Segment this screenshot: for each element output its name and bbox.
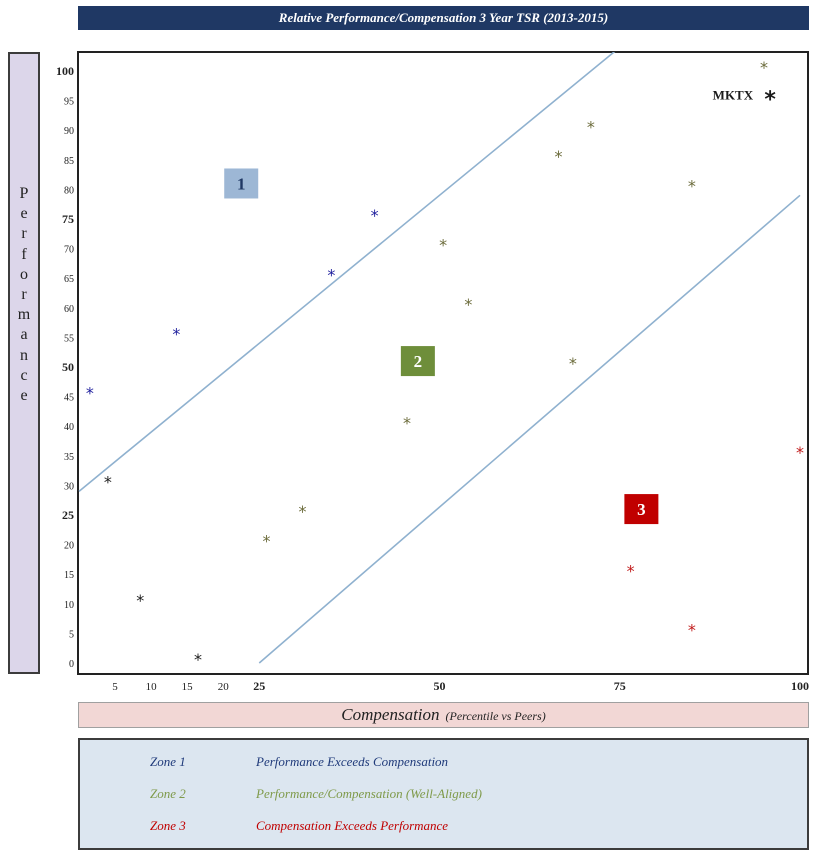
y-tick-label: 90 [64, 126, 74, 137]
data-point: * [439, 236, 447, 255]
data-point: * [688, 620, 696, 639]
chart-title: Relative Performance/Compensation 3 Year… [78, 6, 809, 30]
x-tick-label: 100 [791, 679, 809, 693]
y-tick-label: 85 [64, 156, 74, 167]
y-axis-label-letter: r [21, 285, 27, 303]
data-point: * [796, 443, 804, 462]
y-tick-label: 5 [69, 629, 74, 640]
data-point: * [688, 176, 696, 195]
scatter-plot: 0510152025303540455055606570758085909510… [56, 51, 809, 693]
data-point: * [569, 354, 577, 373]
data-point: * [464, 295, 472, 314]
data-point: * [627, 561, 635, 580]
legend-zone-description: Performance Exceeds Compensation [256, 754, 449, 769]
x-tick-label: 5 [112, 681, 118, 693]
data-point: * [172, 324, 180, 343]
data-point: * [587, 117, 595, 136]
legend-row-zone-2: Zone 2 Performance/Compensation (Well-Ali… [150, 786, 482, 802]
data-point: * [371, 206, 379, 225]
y-tick-label: 60 [64, 304, 74, 315]
x-tick-label: 75 [614, 679, 626, 693]
y-tick-label: 35 [64, 452, 74, 463]
y-tick-label: 55 [64, 333, 74, 344]
y-tick-label: 15 [64, 570, 74, 581]
zone-legend: Zone 1 Performance Exceeds Compensation Z… [78, 738, 809, 850]
data-point: * [86, 384, 94, 403]
y-axis-label-letter: e [20, 205, 28, 223]
y-tick-label: 70 [64, 245, 74, 256]
legend-zone-label: Zone 1 [150, 754, 186, 769]
y-axis-label-letter: c [20, 366, 28, 384]
x-tick-label: 15 [182, 681, 194, 693]
zone-marker-box [400, 346, 435, 377]
annotation-label: MKTX [713, 88, 754, 103]
data-point: * [403, 413, 411, 432]
zone-boundary-line-1 [78, 52, 616, 492]
y-tick-label: 10 [64, 600, 74, 611]
y-tick-label: 65 [64, 274, 74, 285]
zone-marker-label: 3 [637, 500, 646, 519]
data-point: * [262, 532, 270, 551]
y-tick-label: 75 [62, 212, 74, 226]
data-point: * [327, 265, 335, 284]
zone-marker-label: 2 [414, 352, 423, 371]
y-axis-label-letter: P [19, 185, 29, 202]
plot-frame [77, 51, 809, 675]
data-point: * [760, 58, 768, 77]
data-point: * [136, 591, 144, 610]
x-axis-label-box: Compensation (Percentile vs Peers) [78, 702, 809, 728]
y-axis-label-letter: e [20, 386, 28, 404]
y-axis-label-letter: f [21, 245, 27, 263]
x-tick-label: 10 [146, 681, 158, 693]
y-tick-label: 50 [62, 360, 74, 374]
y-axis-label-letter: m [17, 306, 31, 324]
legend-zone-label: Zone 3 [150, 818, 186, 833]
x-tick-label: 20 [218, 681, 230, 693]
y-tick-label: 20 [64, 541, 74, 552]
zone-marker-label: 1 [237, 174, 246, 193]
legend-zone-description: Compensation Exceeds Performance [256, 818, 449, 833]
zone-marker-box [224, 168, 259, 199]
x-axis-label: Compensation [341, 705, 440, 724]
x-tick-label: 50 [434, 679, 446, 693]
legend-row-zone-1: Zone 1 Performance Exceeds Compensation [150, 754, 448, 770]
data-point: * [194, 650, 202, 669]
y-tick-label: 30 [64, 481, 74, 492]
y-axis-label-letter: n [20, 346, 28, 364]
data-point: * [299, 502, 307, 521]
y-tick-label: 25 [62, 508, 74, 522]
y-tick-label: 0 [69, 659, 74, 670]
y-tick-label: 80 [64, 185, 74, 196]
y-axis-label-letter: r [21, 225, 27, 243]
legend-zone-label: Zone 2 [150, 786, 186, 801]
y-tick-label: 95 [64, 97, 74, 108]
zone-marker-box [624, 494, 659, 525]
annotation-point: * [764, 88, 776, 113]
y-axis-label-letter: o [20, 265, 28, 283]
y-tick-label: 45 [64, 393, 74, 404]
data-point: * [104, 472, 112, 491]
y-tick-label: 100 [56, 64, 74, 78]
y-tick-label: 40 [64, 422, 74, 433]
zone-boundary-line-2 [258, 194, 801, 664]
x-tick-label: 25 [253, 679, 265, 693]
legend-row-zone-3: Zone 3 Compensation Exceeds Performance [150, 818, 448, 834]
x-axis-sublabel: (Percentile vs Peers) [445, 709, 546, 723]
data-point: * [554, 147, 562, 166]
y-axis-label-letter: a [20, 326, 28, 344]
legend-zone-description: Performance/Compensation (Well-Aligned) [256, 786, 482, 801]
